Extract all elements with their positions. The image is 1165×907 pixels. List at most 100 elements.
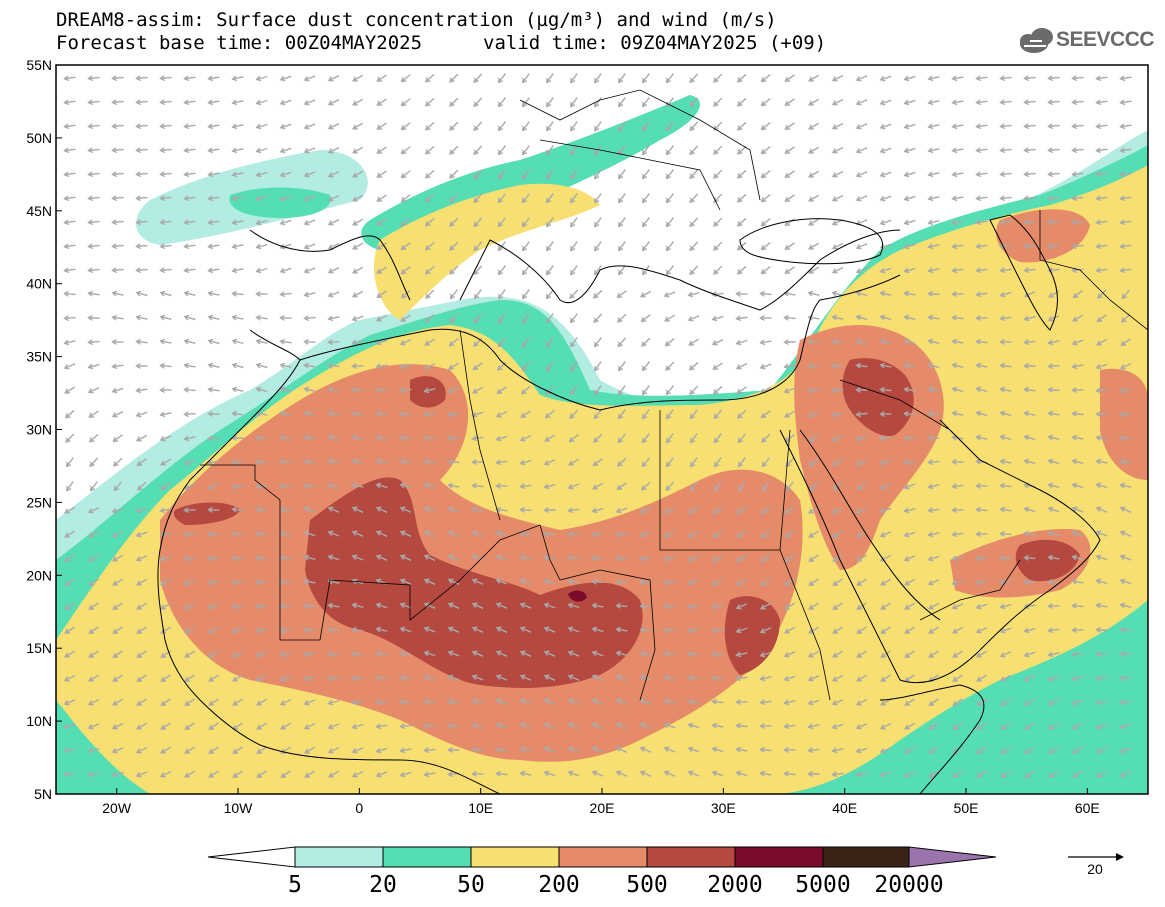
wind-arrow [761, 98, 771, 106]
wind-arrowhead [975, 652, 982, 658]
wind-arrow [904, 412, 916, 416]
wind-arrowhead [255, 267, 262, 274]
wind-arrowhead [279, 386, 286, 393]
wind-arrow [328, 531, 340, 537]
wind-arrowhead [498, 293, 504, 300]
wind-arrow [808, 506, 820, 514]
wind-arrowhead [1071, 75, 1077, 82]
wind-arrow [376, 555, 388, 561]
wind-arrowhead [903, 171, 910, 178]
wind-arrowhead [665, 197, 672, 204]
wind-arrow [905, 674, 915, 682]
wind-arrowhead [808, 172, 814, 178]
wind-arrowhead [136, 652, 143, 658]
wind-arrow [785, 74, 795, 82]
wind-arrow [1024, 604, 1036, 608]
wind-arrow [352, 122, 364, 130]
wind-arrow [232, 412, 244, 416]
wind-arrowhead [903, 362, 910, 369]
wind-arrowhead [785, 461, 791, 467]
wind-arrowhead [375, 723, 382, 730]
wind-arrow [880, 123, 892, 129]
wind-arrow [256, 507, 268, 513]
wind-arrowhead [591, 722, 598, 728]
wind-arrowhead [737, 413, 743, 419]
wind-arrowhead [808, 436, 814, 442]
wind-arrowhead [927, 314, 934, 321]
wind-arrowhead [832, 652, 838, 658]
wind-arrowhead [113, 461, 119, 467]
wind-arrowhead [808, 268, 814, 274]
wind-arrowhead [88, 556, 94, 562]
wind-arrowhead [183, 219, 189, 226]
wind-arrow [1048, 484, 1060, 488]
wind-arrow [905, 650, 915, 658]
wind-arrow [232, 532, 244, 536]
wind-arrowhead [87, 339, 93, 346]
wind-arrowhead [471, 602, 478, 608]
wind-arrow [664, 676, 676, 680]
wind-arrow [618, 217, 626, 227]
wind-arrowhead [423, 387, 430, 394]
wind-arrow [400, 460, 412, 464]
wind-arrowhead [1095, 411, 1101, 417]
wind-arrow [184, 220, 196, 224]
wind-arrow [762, 481, 770, 491]
wind-arrow [136, 268, 148, 272]
wind-arrow [904, 75, 916, 81]
wind-arrow [377, 290, 387, 298]
wind-arrowhead [521, 101, 528, 108]
wind-arrow [976, 674, 988, 682]
wind-arrowhead [1047, 195, 1053, 202]
wind-arrowhead [303, 196, 310, 202]
wind-arrowhead [615, 555, 621, 562]
wind-arrow [1024, 532, 1036, 536]
wind-arrow [377, 266, 387, 274]
wind-arrow [928, 148, 940, 152]
wind-arrow [737, 97, 747, 107]
wind-arrow [424, 484, 436, 488]
wind-arrow [784, 364, 796, 368]
wind-arrowhead [1047, 410, 1054, 417]
wind-arrow [664, 771, 676, 777]
wind-arrowhead [687, 722, 694, 729]
wind-arrowhead [856, 652, 862, 658]
wind-arrow [1120, 362, 1132, 370]
wind-arrow [208, 483, 220, 489]
wind-arrowhead [855, 314, 862, 321]
wind-arrowhead [927, 171, 934, 178]
wind-arrow [544, 434, 556, 442]
wind-arrowhead [879, 362, 886, 369]
wind-arrowhead [327, 268, 334, 274]
wind-arrowhead [279, 243, 286, 250]
wind-arrowhead [207, 219, 213, 226]
wind-arrowhead [808, 124, 814, 130]
wind-arrowhead [543, 746, 550, 753]
wind-arrowhead [759, 675, 766, 682]
wind-arrowhead [976, 676, 982, 682]
wind-arrowhead [735, 722, 741, 729]
wind-arrow [497, 361, 507, 371]
wind-arrowhead [567, 578, 574, 585]
wind-arrowhead [495, 746, 502, 753]
wind-arrowhead [351, 315, 358, 322]
coastline-mediterranean [299, 274, 901, 411]
wind-arrow [472, 411, 484, 417]
dust-field [56, 95, 1148, 794]
wind-arrowhead [784, 532, 791, 538]
wind-arrow [689, 385, 699, 395]
wind-arrowhead [736, 245, 743, 251]
wind-arrowhead [1023, 267, 1029, 274]
wind-arrowhead [687, 770, 694, 776]
wind-arrowhead [519, 436, 526, 442]
wind-arrowhead [423, 722, 429, 729]
wind-arrow [136, 76, 148, 80]
wind-arrow [184, 76, 196, 80]
wind-arrowhead [570, 245, 576, 252]
wind-arrow [1048, 196, 1060, 200]
wind-arrowhead [808, 604, 814, 610]
wind-arrowhead [327, 386, 334, 393]
wind-arrow [1072, 723, 1084, 729]
wind-arrowhead [111, 147, 117, 154]
wind-arrowhead [999, 171, 1005, 178]
